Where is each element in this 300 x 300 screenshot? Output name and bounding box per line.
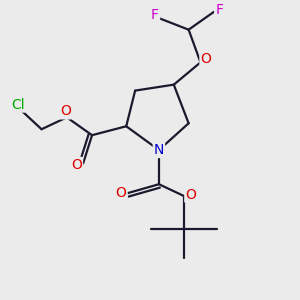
Text: F: F (151, 8, 159, 22)
Text: O: O (200, 52, 211, 66)
Text: O: O (116, 186, 127, 200)
Text: Cl: Cl (11, 98, 25, 112)
Text: O: O (185, 188, 196, 202)
Text: O: O (60, 104, 71, 118)
Text: O: O (71, 158, 82, 172)
Text: F: F (215, 3, 223, 17)
Text: N: N (154, 143, 164, 157)
